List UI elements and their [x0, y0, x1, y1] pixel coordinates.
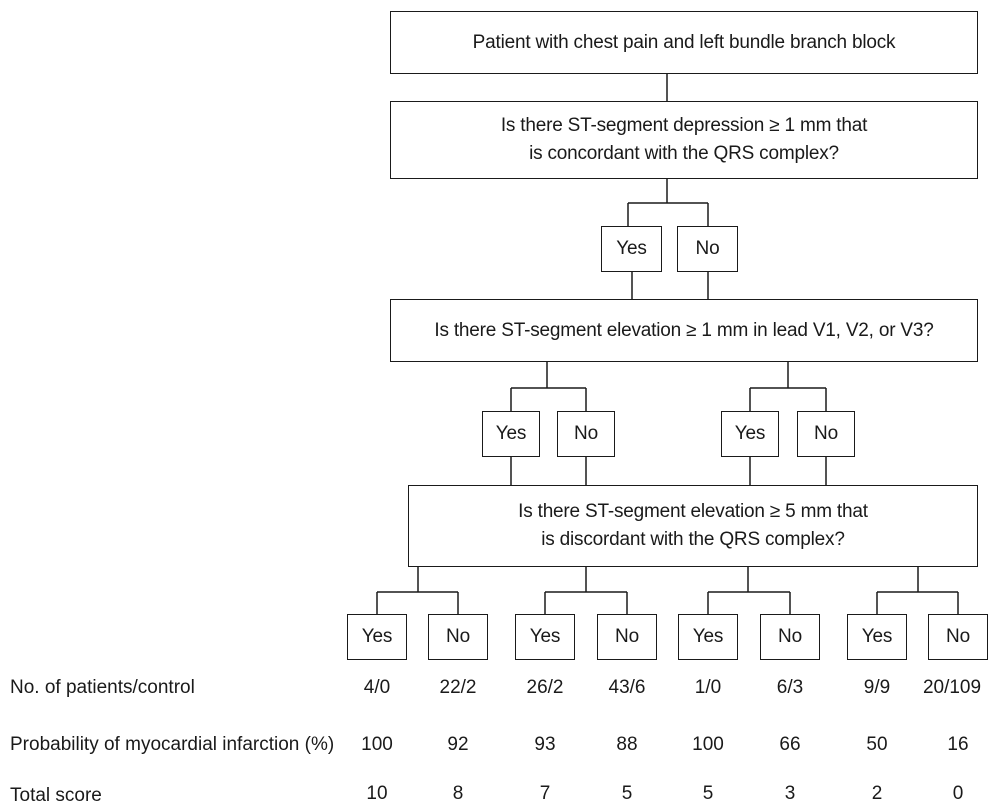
leaf-2-no-label: No: [446, 626, 470, 647]
cell-score-2: 8: [452, 783, 464, 804]
cell-probability-8: 16: [947, 734, 969, 755]
question-2-text: Is there ST-segment elevation ≥ 1 mm in …: [434, 319, 934, 341]
leaf-8-no-label: No: [946, 626, 970, 647]
question-1-line-2: is concordant with the QRS complex?: [529, 143, 839, 164]
leaf-5-yes-label: Yes: [692, 626, 724, 647]
q2-left-yes-label: Yes: [495, 423, 527, 444]
row-label-probability: Probability of myocardial infarction (%): [10, 734, 335, 755]
leaf-2-no-box: No: [428, 614, 488, 660]
cell-patients-4: 43/6: [608, 677, 646, 698]
cell-score-6: 3: [784, 783, 796, 804]
q2-right-yes-box: Yes: [721, 411, 779, 457]
cell-score-7: 2: [871, 783, 883, 804]
leaf-1-yes-box: Yes: [347, 614, 407, 660]
question-2-box: Is there ST-segment elevation ≥ 1 mm in …: [390, 299, 978, 362]
leaf-4-no-box: No: [597, 614, 657, 660]
cell-patients-8: 20/109: [922, 677, 982, 698]
q2-left-no-label: No: [574, 423, 598, 444]
q1-no-label: No: [695, 238, 720, 259]
q2-right-yes-label: Yes: [734, 423, 766, 444]
start-box: Patient with chest pain and left bundle …: [390, 11, 978, 74]
cell-probability-1: 100: [361, 734, 393, 755]
cell-score-8: 0: [952, 783, 964, 804]
cell-probability-2: 92: [447, 734, 469, 755]
cell-score-4: 5: [621, 783, 633, 804]
q2-right-no-box: No: [797, 411, 855, 457]
question-3-line-2: is discordant with the QRS complex?: [541, 529, 845, 550]
leaf-6-no-box: No: [760, 614, 820, 660]
cell-score-5: 5: [702, 783, 714, 804]
cell-patients-2: 22/2: [439, 677, 477, 698]
leaf-6-no-label: No: [778, 626, 802, 647]
leaf-7-yes-box: Yes: [847, 614, 907, 660]
leaf-7-yes-label: Yes: [861, 626, 893, 647]
leaf-4-no-label: No: [615, 626, 639, 647]
cell-probability-5: 100: [692, 734, 724, 755]
cell-patients-7: 9/9: [863, 677, 891, 698]
cell-patients-3: 26/2: [526, 677, 564, 698]
start-text: Patient with chest pain and left bundle …: [472, 31, 896, 53]
question-3-line-1: Is there ST-segment elevation ≥ 5 mm tha…: [518, 501, 868, 522]
cell-patients-6: 6/3: [776, 677, 804, 698]
leaf-3-yes-box: Yes: [515, 614, 575, 660]
question-1-line-1: Is there ST-segment depression ≥ 1 mm th…: [500, 115, 868, 136]
cell-probability-6: 66: [779, 734, 801, 755]
cell-probability-7: 50: [866, 734, 888, 755]
leaf-8-no-box: No: [928, 614, 988, 660]
q1-yes-box: Yes: [601, 226, 662, 272]
cell-patients-5: 1/0: [694, 677, 722, 698]
leaf-5-yes-box: Yes: [678, 614, 738, 660]
cell-probability-3: 93: [534, 734, 556, 755]
q2-left-no-box: No: [557, 411, 615, 457]
cell-score-3: 7: [539, 783, 551, 804]
q2-right-no-label: No: [814, 423, 838, 444]
question-3-box: Is there ST-segment elevation ≥ 5 mm tha…: [408, 485, 978, 567]
question-1-box: Is there ST-segment depression ≥ 1 mm th…: [390, 101, 978, 179]
cell-probability-4: 88: [616, 734, 638, 755]
row-label-patients: No. of patients/control: [10, 677, 195, 698]
cell-score-1: 10: [366, 783, 388, 804]
q1-yes-label: Yes: [616, 238, 647, 259]
leaf-3-yes-label: Yes: [529, 626, 561, 647]
row-label-score: Total score: [10, 785, 102, 806]
cell-patients-1: 4/0: [363, 677, 391, 698]
q2-left-yes-box: Yes: [482, 411, 540, 457]
leaf-1-yes-label: Yes: [361, 626, 393, 647]
q1-no-box: No: [677, 226, 738, 272]
